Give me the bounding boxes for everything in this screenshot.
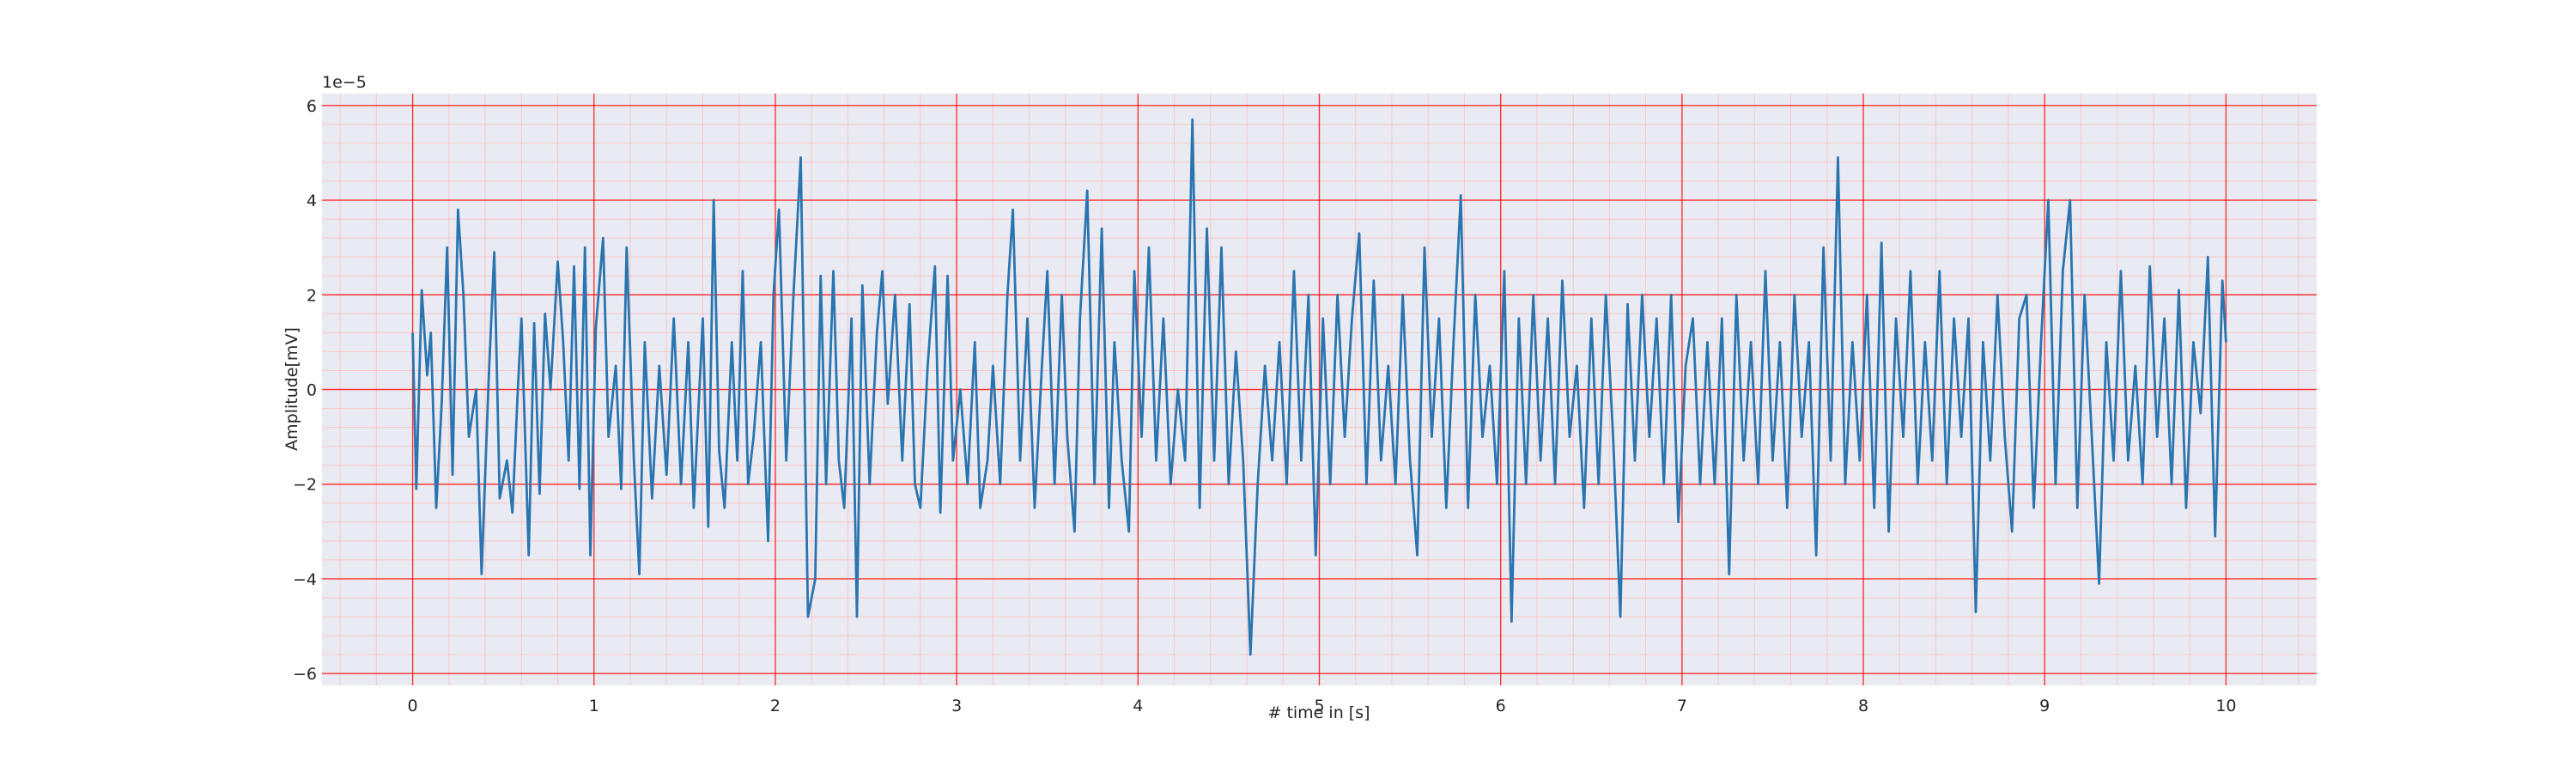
- y-tick-label: −6: [293, 665, 317, 684]
- y-tick-label: 2: [307, 286, 317, 305]
- y-tick-label: −2: [293, 476, 317, 495]
- y-tick-label: 6: [307, 97, 317, 116]
- data-line: [411, 118, 2227, 656]
- y-tick-label: 0: [307, 381, 317, 400]
- x-tick-label: 1: [589, 697, 599, 715]
- marks: [411, 118, 2227, 656]
- y-offset-label: 1e−5: [322, 73, 367, 92]
- x-tick-label: 5: [1314, 697, 1324, 715]
- y-tick-label: −4: [293, 570, 317, 589]
- grid: [322, 94, 2317, 685]
- x-tick-label: 10: [2215, 697, 2236, 715]
- x-tick-label: 0: [408, 697, 418, 715]
- y-tick-label: 4: [307, 192, 317, 210]
- x-tick-label: 2: [770, 697, 781, 715]
- x-axis-label: # time in [s]: [1267, 703, 1370, 722]
- x-tick-label: 8: [1858, 697, 1868, 715]
- x-tick-label: 3: [951, 697, 962, 715]
- x-tick-label: 4: [1133, 697, 1143, 715]
- x-tick-label: 9: [2039, 697, 2050, 715]
- y-axis-label: Amplitude[mV]: [283, 327, 301, 451]
- x-tick-label: 7: [1677, 697, 1687, 715]
- x-tick-label: 6: [1496, 697, 1506, 715]
- labels: 0 1 2 3 4 5 6 7 8 9 10 −6 −4 −2 0 2 4 6: [293, 97, 2237, 715]
